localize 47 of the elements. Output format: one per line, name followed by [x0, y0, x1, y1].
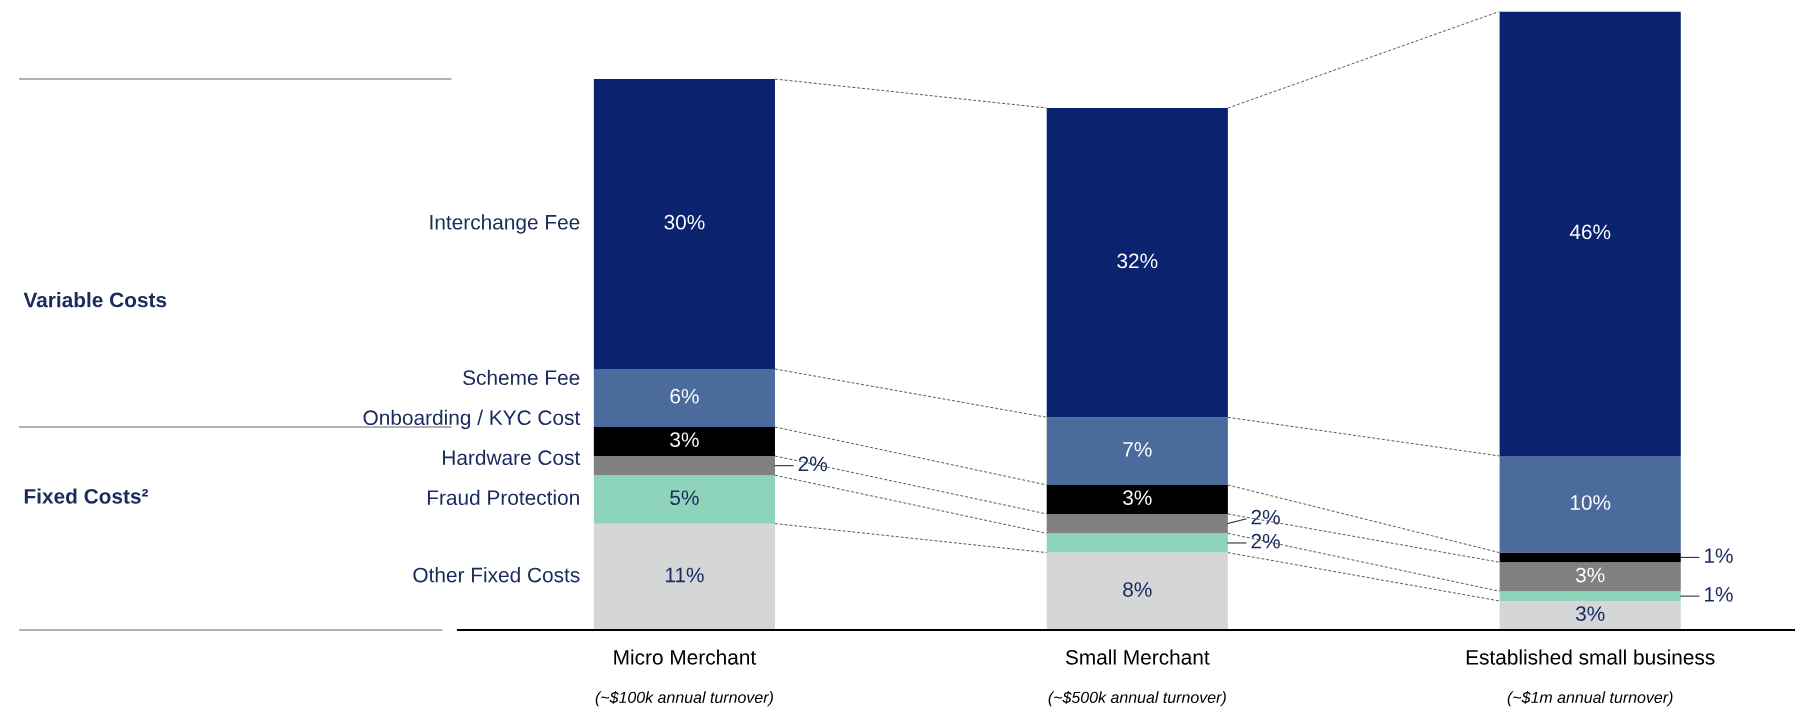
- bar: [593, 79, 775, 369]
- series-label: Onboarding / KYC Cost: [363, 409, 581, 430]
- data-label: 6%: [670, 388, 699, 404]
- bar: [593, 475, 775, 524]
- text: Variable Costs: [23, 292, 167, 308]
- series-label: Scheme Fee: [463, 369, 580, 386]
- bar: [1046, 513, 1228, 534]
- data-label: 1%: [1705, 587, 1733, 602]
- data-label: 8%: [1123, 582, 1152, 597]
- category-label: Small Merchant (~$500k annual turnover): [1048, 649, 1226, 707]
- data-label: 3%: [1575, 606, 1605, 622]
- data-label: 32%: [1117, 253, 1158, 269]
- bar: [1499, 562, 1681, 592]
- data-label: 46%: [1569, 224, 1611, 240]
- data-label: 2%: [798, 456, 827, 472]
- data-label: 10%: [1570, 495, 1611, 510]
- data-label: 3%: [1575, 567, 1605, 583]
- text: Fixed Costs²: [24, 488, 149, 504]
- bar: [1046, 484, 1228, 514]
- data-label: 3%: [670, 432, 699, 448]
- bar: [1499, 552, 1681, 563]
- series-label: Hardware Cost: [443, 449, 581, 466]
- data-label: 11%: [665, 567, 704, 583]
- bar: [593, 426, 775, 456]
- bar: [1499, 11, 1681, 456]
- data-label: 30%: [664, 214, 705, 230]
- series-label: Other Fixed Costs: [413, 567, 580, 583]
- bar: [1499, 600, 1681, 630]
- data-label: 7%: [1123, 442, 1152, 457]
- bar: [1046, 552, 1228, 630]
- data-label: 1%: [1705, 548, 1733, 563]
- bar: [1046, 108, 1228, 418]
- bar: [1046, 533, 1228, 553]
- bar: [593, 523, 775, 630]
- category-label: Micro Merchant (~$100k annual turnover): [595, 649, 773, 707]
- data-label: 2%: [1251, 533, 1280, 549]
- category-label: Established small business (~$1m annual turnover): [1466, 649, 1715, 707]
- data-label: 5%: [670, 490, 699, 506]
- series-label: Fraud Protection: [427, 489, 579, 506]
- data-label: 3%: [1123, 490, 1152, 506]
- bar: [593, 368, 775, 427]
- data-label: 2%: [1251, 509, 1280, 525]
- bar: [1046, 417, 1228, 485]
- bar: [593, 455, 775, 476]
- bar: [1499, 455, 1681, 553]
- bar: [1499, 591, 1681, 601]
- series-label: Interchange Fee: [430, 214, 580, 234]
